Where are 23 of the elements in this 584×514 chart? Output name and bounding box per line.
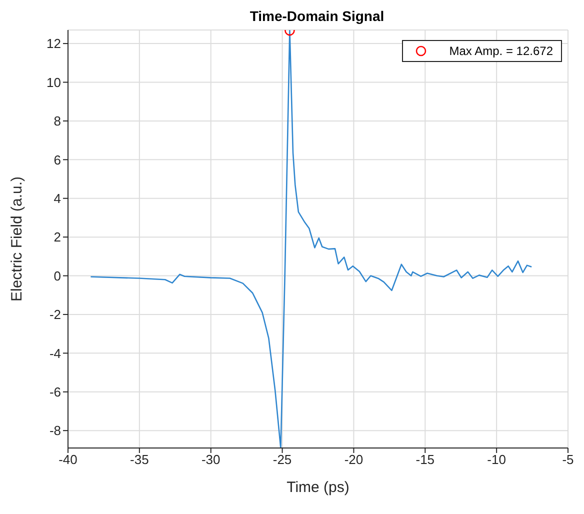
y-tick-label: 4	[54, 190, 61, 206]
y-tick-label: 12	[46, 36, 61, 52]
y-tick-label: 6	[54, 152, 61, 168]
y-tick-label: -2	[49, 307, 61, 322]
legend-label: Max Amp. = 12.672	[449, 44, 553, 58]
x-axis-title: Time (ps)	[286, 479, 350, 496]
y-tick-label: 2	[54, 230, 61, 245]
x-tick-label: -40	[58, 452, 78, 468]
x-tick-label: -15	[416, 452, 435, 468]
x-tick-label: -5	[562, 452, 574, 468]
y-axis-title: Electric Field (a.u.)	[8, 176, 26, 302]
x-tick-label: -35	[130, 452, 149, 468]
x-tick-label: -30	[201, 452, 220, 468]
y-tick-label: -4	[49, 346, 61, 361]
y-tick-label: -8	[49, 423, 61, 438]
x-tick-label: -25	[272, 452, 292, 468]
chart-title: Time-Domain Signal	[248, 8, 386, 26]
y-tick-label: 8	[54, 114, 61, 129]
y-tick-label: 10	[46, 74, 61, 90]
y-tick-label: -6	[49, 384, 61, 400]
x-tick-label: -20	[344, 452, 364, 468]
y-tick-label: 0	[54, 268, 61, 284]
x-tick-label: -10	[487, 452, 506, 468]
